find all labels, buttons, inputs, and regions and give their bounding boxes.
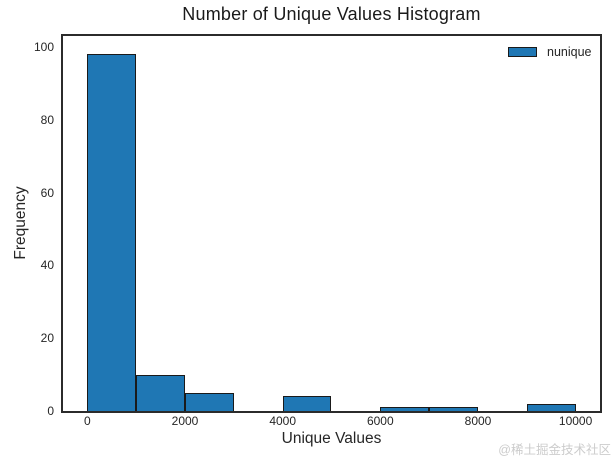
- y-tick-label: 40: [40, 258, 54, 273]
- plot-area: [61, 34, 602, 413]
- histogram-bar: [185, 392, 234, 411]
- x-tick-label: 4000: [269, 414, 297, 428]
- x-tick-label: 6000: [366, 414, 394, 428]
- legend-label: nunique: [547, 45, 592, 59]
- histogram-bar: [87, 54, 137, 411]
- x-tick-label: 2000: [171, 414, 199, 428]
- x-axis-label: Unique Values: [281, 430, 382, 447]
- y-tick-label: 80: [40, 112, 54, 127]
- histogram-bar: [380, 407, 430, 411]
- watermark: @稀土掘金技术社区: [498, 443, 611, 457]
- y-tick-label: 60: [40, 185, 54, 200]
- histogram-bar: [526, 403, 576, 411]
- histogram-bar: [136, 374, 185, 411]
- x-tick-label: 8000: [464, 414, 492, 428]
- y-tick-label: 100: [33, 39, 54, 54]
- histogram-bar: [429, 407, 478, 411]
- histogram-bar: [282, 396, 332, 411]
- x-tick-label: 0: [84, 414, 91, 428]
- x-tick-label: 10000: [558, 414, 593, 428]
- legend: nunique: [508, 45, 592, 59]
- y-tick-label: 0: [47, 404, 54, 418]
- chart-title: Number of Unique Values Histogram: [182, 4, 481, 24]
- legend-swatch-icon: [508, 47, 537, 57]
- y-axis-label: Frequency: [12, 186, 29, 260]
- y-tick-label: 20: [40, 331, 54, 346]
